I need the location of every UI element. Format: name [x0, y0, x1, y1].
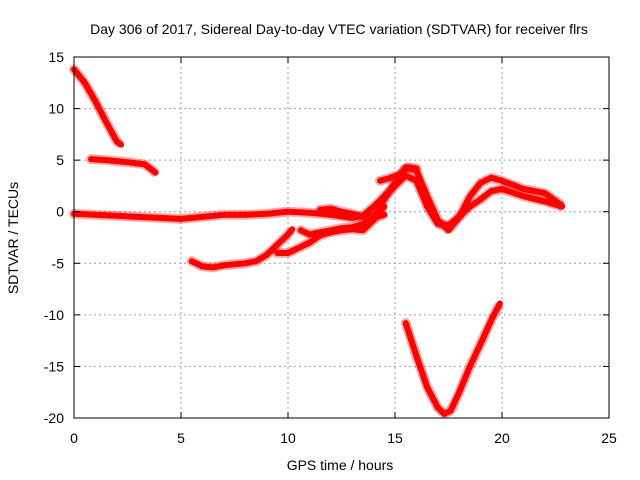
series-track-9-scatter: [400, 298, 505, 419]
y-tick-label: 10: [48, 101, 64, 117]
series-track-2: [88, 156, 159, 176]
y-tick-label: 15: [48, 49, 64, 65]
series-track-8: [377, 164, 420, 184]
y-tick-label: -20: [44, 410, 64, 426]
data-series: [69, 64, 567, 419]
x-axis-label: GPS time / hours: [287, 457, 394, 473]
x-tick-label: 20: [494, 430, 510, 446]
y-tick-label: 0: [56, 204, 64, 220]
series-track-6-scatter: [295, 209, 390, 240]
series-track-2-scatter: [86, 154, 161, 178]
x-tick-label: 0: [70, 430, 78, 446]
y-tick-labels: 15 10 5 0 -5 -10 -15 -20: [44, 49, 64, 426]
y-tick-label: -15: [44, 358, 64, 374]
series-track-6: [297, 211, 388, 238]
series-track-4-scatter: [186, 224, 298, 273]
series-track-3: [71, 172, 565, 229]
y-axis-label: SDTVAR / TECUs: [5, 182, 21, 294]
series-track-1-scatter: [69, 64, 127, 150]
y-tick-label: -10: [44, 307, 64, 323]
y-tick-label: 5: [56, 152, 64, 168]
x-tick-label: 25: [601, 430, 617, 446]
x-tick-label: 15: [387, 430, 403, 446]
x-tick-labels: 0 5 10 15 20 25: [70, 430, 617, 446]
series-track-4: [188, 226, 296, 271]
x-tick-label: 5: [177, 430, 185, 446]
series-track-3-scatter: [69, 170, 567, 231]
y-tick-label: -5: [52, 255, 65, 271]
x-tick-label: 10: [280, 430, 296, 446]
axis-ticks: [73, 56, 610, 419]
series-track-8-scatter: [375, 162, 422, 186]
chart-title: Day 306 of 2017, Sidereal Day-to-day VTE…: [90, 21, 588, 37]
plot-frame: [73, 56, 610, 419]
series-track-7-scatter: [315, 201, 390, 222]
series-track-7: [317, 203, 388, 220]
grid-lines: [74, 57, 609, 418]
series-track-9: [402, 300, 503, 417]
series-track-1: [71, 66, 125, 148]
